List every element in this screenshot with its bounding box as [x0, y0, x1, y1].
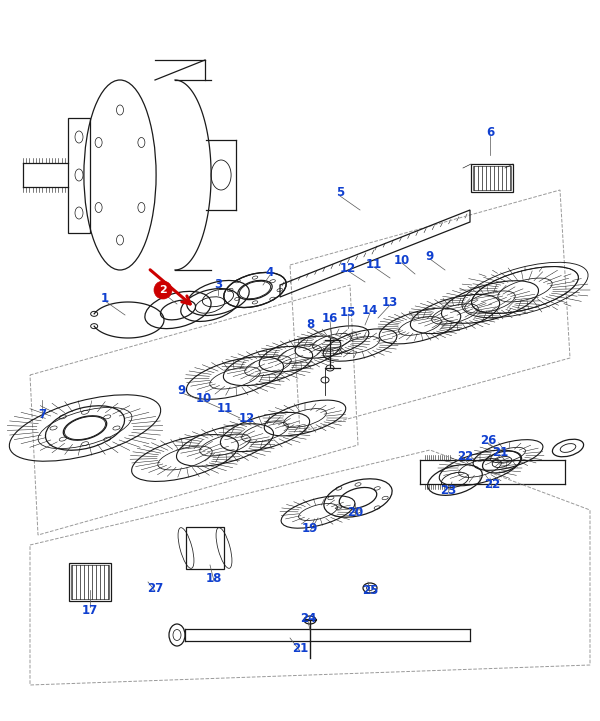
Text: 19: 19 [302, 521, 318, 534]
Text: 6: 6 [486, 126, 494, 139]
Text: 4: 4 [266, 265, 274, 278]
Text: 21: 21 [492, 446, 508, 459]
Text: 21: 21 [292, 642, 308, 655]
Text: 22: 22 [484, 479, 500, 492]
Text: 26: 26 [480, 433, 496, 446]
Text: 11: 11 [217, 402, 233, 415]
Bar [473, 166, 511, 190]
Bar [186, 527, 224, 569]
Text: 15: 15 [340, 306, 356, 319]
Text: 25: 25 [362, 583, 378, 596]
Text: 2: 2 [159, 285, 167, 295]
Text: 1: 1 [101, 291, 109, 304]
Text: 14: 14 [362, 304, 378, 317]
Text: 11: 11 [366, 257, 382, 270]
Text: 10: 10 [196, 392, 212, 404]
Text: 10: 10 [394, 254, 410, 267]
Text: 7: 7 [38, 409, 46, 422]
Text: 16: 16 [322, 311, 338, 324]
Text: 9: 9 [426, 249, 434, 262]
Text: 3: 3 [214, 278, 222, 291]
Bar [68, 118, 90, 232]
Ellipse shape [154, 281, 172, 299]
Text: 12: 12 [239, 412, 255, 425]
Bar [71, 565, 109, 599]
Text: 8: 8 [306, 319, 314, 332]
Bar [471, 164, 513, 192]
Text: 17: 17 [82, 603, 98, 616]
Text: 12: 12 [340, 262, 356, 275]
Text: 9: 9 [178, 384, 186, 397]
Bar [69, 563, 111, 601]
Text: 18: 18 [206, 572, 222, 585]
Text: 13: 13 [382, 296, 398, 309]
Text: 22: 22 [457, 449, 473, 462]
Text: 27: 27 [147, 582, 163, 595]
Text: 5: 5 [336, 187, 344, 200]
Text: 24: 24 [300, 611, 316, 624]
Text: 20: 20 [347, 505, 363, 518]
Text: 23: 23 [440, 484, 456, 497]
